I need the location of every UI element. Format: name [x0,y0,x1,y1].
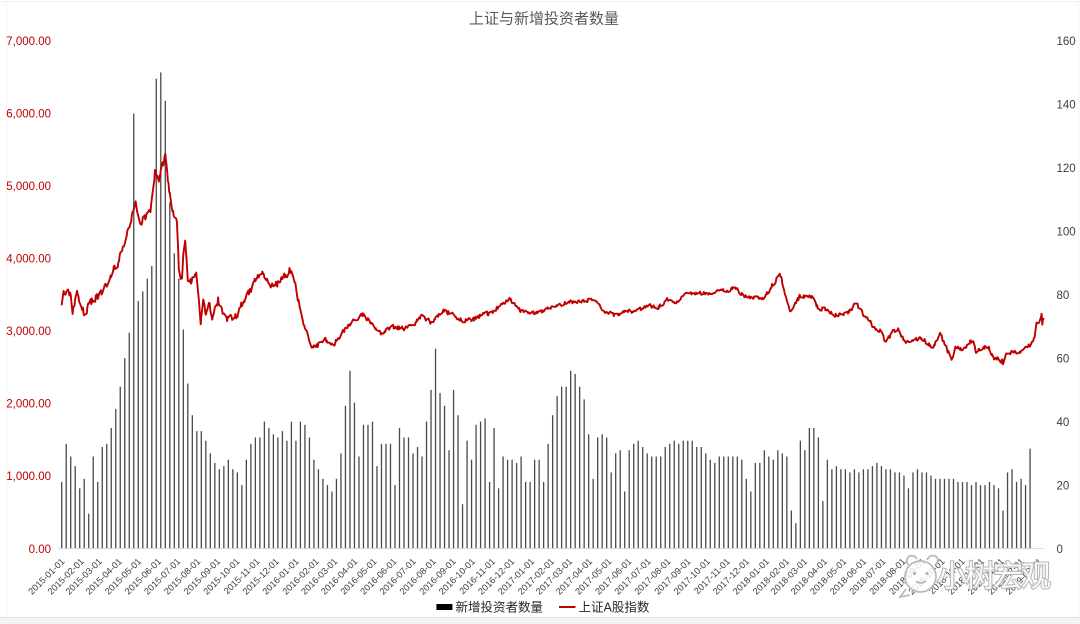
svg-text:80: 80 [1057,290,1070,302]
svg-text:2,000.00: 2,000.00 [6,399,51,411]
svg-text:20: 20 [1057,480,1070,492]
svg-text:上证A股指数: 上证A股指数 [579,600,650,615]
svg-text:0: 0 [1057,544,1063,556]
svg-text:7,000.00: 7,000.00 [6,36,51,48]
svg-text:5,000.00: 5,000.00 [6,181,51,193]
svg-text:100: 100 [1057,226,1076,238]
svg-text:40: 40 [1057,417,1070,429]
svg-text:新增投资者数量: 新增投资者数量 [456,600,544,615]
svg-text:120: 120 [1057,163,1076,175]
svg-text:小树宏观: 小树宏观 [937,561,1050,594]
svg-text:上证与新增投资者数量: 上证与新增投资者数量 [469,11,619,28]
svg-text:1,000.00: 1,000.00 [6,471,51,483]
svg-text:0.00: 0.00 [29,544,51,556]
svg-text:140: 140 [1057,99,1076,111]
svg-text:6,000.00: 6,000.00 [6,108,51,120]
svg-text:4,000.00: 4,000.00 [6,254,51,266]
svg-text:60: 60 [1057,353,1070,365]
svg-text:160: 160 [1057,36,1076,48]
svg-text:3,000.00: 3,000.00 [6,326,51,338]
